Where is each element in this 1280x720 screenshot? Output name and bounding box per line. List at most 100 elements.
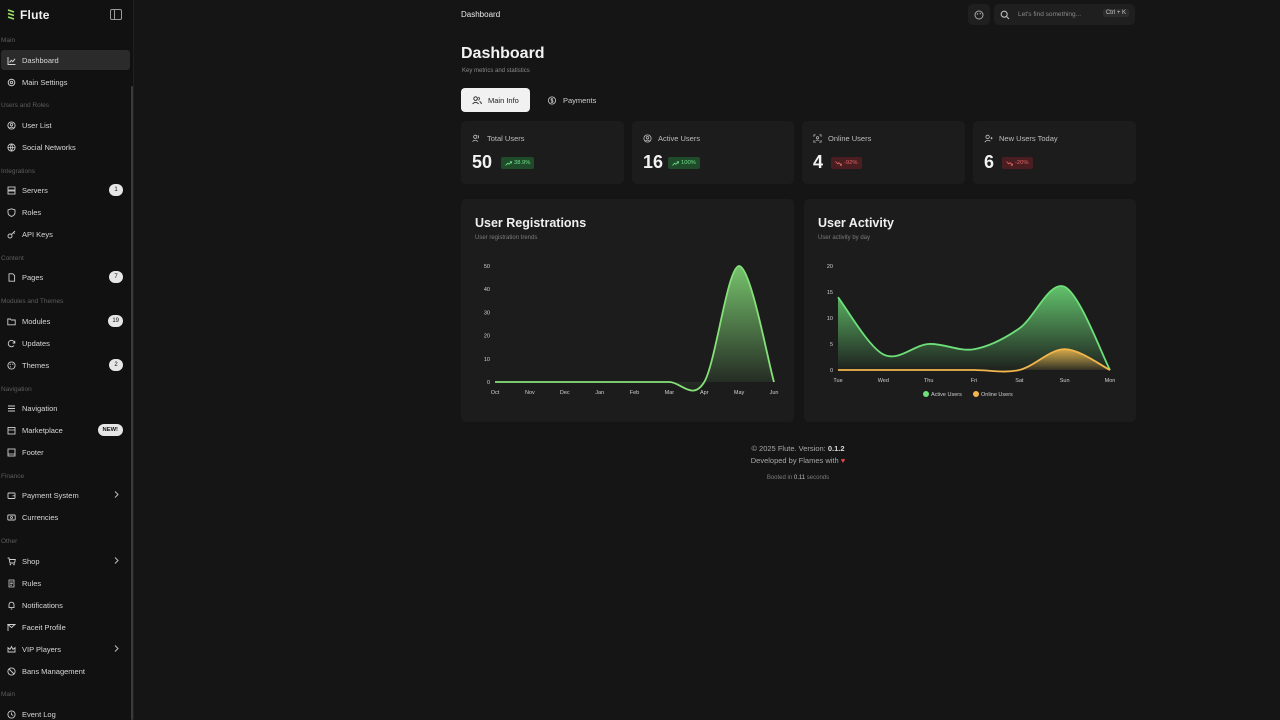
sidebar-scrollbar[interactable] <box>131 86 133 720</box>
x-tick-label: Sat <box>1015 378 1024 384</box>
registrations-chart[interactable]: 0 10 20 30 40 50 Oct Nov Dec Jan Feb Mar Apr May Jun <box>461 199 794 422</box>
sidebar-item-dashboard[interactable]: Dashboard <box>1 50 130 70</box>
sidebar-item-roles[interactable]: Roles <box>1 202 130 222</box>
stat-label: New Users Today <box>999 134 1058 143</box>
booted-prefix: Booted in <box>766 475 793 481</box>
sidebar-item-navigation[interactable]: Navigation <box>1 398 130 418</box>
sidebar-badge: 2 <box>109 359 123 371</box>
series-area <box>838 285 1110 370</box>
users-icon <box>472 134 480 142</box>
y-tick-label: 0 <box>830 368 833 374</box>
sidebar-item-label: Navigation <box>22 403 58 413</box>
stat-change-badge: 100% <box>668 157 700 169</box>
theme-toggle-button[interactable] <box>968 4 990 25</box>
flute-logo-icon <box>7 9 15 20</box>
ban-icon <box>7 666 16 676</box>
chart-line-icon <box>7 56 16 65</box>
sidebar-item-main-settings[interactable]: Main Settings <box>1 72 130 92</box>
sidebar-item-user-list[interactable]: User List <box>1 115 130 135</box>
key-icon <box>7 230 16 239</box>
sidebar-item-label: Rules <box>22 578 42 588</box>
shield-icon <box>7 207 16 217</box>
footer-icon <box>7 448 16 457</box>
sidebar-item-label: Roles <box>22 207 42 217</box>
sidebar-item-payment-system[interactable]: Payment System <box>1 485 130 505</box>
chevron-right-icon <box>114 557 119 564</box>
sidebar-item-social-networks[interactable]: Social Networks <box>1 137 130 157</box>
sidebar-item-label: Social Networks <box>22 142 76 152</box>
tab-main-info[interactable]: Main Info <box>461 88 530 112</box>
sidebar-section-label: Other <box>1 538 18 545</box>
sidebar-item-shop[interactable]: Shop <box>1 551 130 571</box>
x-tick-label: Oct <box>491 390 500 396</box>
legend-marker <box>973 391 979 397</box>
sidebar-item-modules[interactable]: Modules 19 <box>1 311 130 331</box>
search-input[interactable]: Let's find something... Ctrl + K <box>994 4 1135 25</box>
dollar-icon <box>547 95 557 105</box>
stat-card-new-users-today: New Users Today 6 -20% <box>973 121 1136 184</box>
sidebar-item-api-keys[interactable]: API Keys <box>1 224 130 244</box>
sidebar-item-event-log[interactable]: Event Log <box>1 704 130 720</box>
sidebar-item-themes[interactable]: Themes 2 <box>1 355 130 375</box>
file-icon <box>7 272 16 282</box>
x-tick-label: May <box>734 390 745 396</box>
page-title: Dashboard <box>461 45 545 62</box>
sidebar-item-marketplace[interactable]: Marketplace NEW! <box>1 420 130 440</box>
sidebar-item-footer[interactable]: Footer <box>1 442 130 462</box>
search-icon <box>1000 10 1010 19</box>
folder-icon <box>7 317 16 326</box>
stat-change: -20% <box>1015 160 1029 166</box>
trend-down-icon <box>835 160 842 166</box>
x-tick-label: Apr <box>700 390 709 396</box>
faceit-icon <box>7 623 16 632</box>
sidebar-badge: 19 <box>108 315 123 327</box>
developed-text: Developed by Flames with <box>750 456 839 465</box>
sidebar-item-label: Main Settings <box>22 77 68 87</box>
sidebar-item-pages[interactable]: Pages 7 <box>1 267 130 287</box>
y-tick-label: 0 <box>487 380 490 386</box>
version-text: 0.1.2 <box>827 444 845 453</box>
sidebar-item-label: Faceit Profile <box>22 622 66 632</box>
chart-subtitle: User activity by day <box>818 235 871 241</box>
x-tick-label: Dec <box>560 390 570 396</box>
y-tick-label: 20 <box>827 264 833 270</box>
series-area <box>838 349 1110 372</box>
sidebar-item-notifications[interactable]: Notifications <box>1 595 130 615</box>
x-tick-label: Nov <box>525 390 535 396</box>
y-tick-label: 30 <box>484 310 490 316</box>
sidebar-item-label: Pages <box>22 272 44 282</box>
legend-label: Active Users <box>931 392 962 398</box>
legend-label: Online Users <box>981 392 1013 398</box>
sidebar-item-label: Event Log <box>22 709 56 719</box>
activity-chart[interactable]: 0 5 10 15 20 Tue Wed Thu Fri Sat Sun Mon Active User… <box>804 199 1136 422</box>
trend-up-icon <box>672 160 679 166</box>
sidebar-item-faceit-profile[interactable]: Faceit Profile <box>1 617 130 637</box>
sidebar-item-bans-management[interactable]: Bans Management <box>1 661 130 681</box>
header-page-title: Dashboard <box>461 10 501 19</box>
sidebar-section-label: Modules and Themes <box>1 298 64 305</box>
y-tick-label: 20 <box>484 334 490 340</box>
sidebar-item-currencies[interactable]: Currencies <box>1 507 130 527</box>
sidebar-item-label: API Keys <box>22 229 53 239</box>
sidebar-item-updates[interactable]: Updates <box>1 333 130 353</box>
user-activity-card: User Activity User activity by day 0 5 10 1… <box>804 199 1136 422</box>
sidebar-item-label: Bans Management <box>22 666 85 676</box>
chevron-right-icon <box>114 491 119 498</box>
sidebar-toggle-icon[interactable] <box>110 9 122 20</box>
sidebar-badge: 7 <box>109 271 123 283</box>
chevron-right-icon <box>114 645 119 652</box>
cart-icon <box>7 557 16 566</box>
sidebar-item-servers[interactable]: Servers 1 <box>1 180 130 200</box>
sidebar-section-label: Content <box>1 255 24 262</box>
brand[interactable]: Flute <box>0 0 133 30</box>
brand-name: Flute <box>20 8 50 22</box>
stat-value: 4 <box>813 152 824 172</box>
crown-icon <box>7 645 16 654</box>
stat-label: Total Users <box>487 134 525 143</box>
tab-payments[interactable]: Payments <box>536 88 607 112</box>
booted-suffix: seconds <box>806 475 830 481</box>
wallet-icon <box>7 491 16 500</box>
sidebar-item-vip-players[interactable]: VIP Players <box>1 639 130 659</box>
stat-card-total-users: Total Users 50 38.9% <box>461 121 624 184</box>
sidebar-item-rules[interactable]: Rules <box>1 573 130 593</box>
